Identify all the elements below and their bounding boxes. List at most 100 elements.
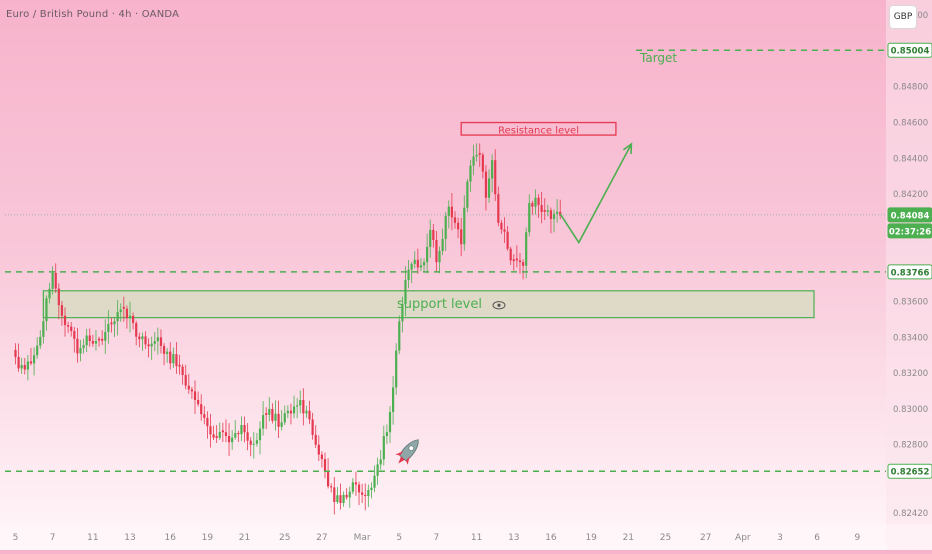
candle[interactable]: [76, 338, 79, 354]
candle[interactable]: [367, 489, 370, 497]
candle[interactable]: [178, 364, 181, 367]
candle[interactable]: [292, 406, 296, 414]
candle[interactable]: [125, 308, 129, 319]
candle[interactable]: [326, 471, 330, 487]
candle[interactable]: [14, 349, 17, 358]
candle[interactable]: [51, 272, 54, 289]
candle[interactable]: [57, 288, 60, 306]
candle[interactable]: [150, 343, 153, 347]
candle[interactable]: [240, 425, 243, 435]
candle[interactable]: [255, 440, 259, 444]
candle[interactable]: [543, 209, 546, 212]
candle[interactable]: [432, 229, 435, 241]
candle[interactable]: [426, 246, 429, 263]
candle[interactable]: [512, 259, 515, 262]
candle[interactable]: [283, 413, 286, 423]
candle[interactable]: [475, 154, 478, 157]
candle[interactable]: [246, 432, 249, 441]
candle[interactable]: [422, 262, 426, 266]
candle[interactable]: [416, 259, 419, 268]
candle[interactable]: [361, 492, 364, 495]
candle[interactable]: [268, 408, 271, 415]
candle[interactable]: [169, 351, 172, 364]
candle[interactable]: [132, 315, 135, 324]
candle[interactable]: [141, 336, 144, 340]
candle[interactable]: [128, 315, 132, 319]
candle[interactable]: [190, 389, 194, 392]
candle[interactable]: [42, 321, 45, 337]
candle[interactable]: [478, 152, 481, 155]
resistance-box[interactable]: [460, 121, 617, 136]
candle[interactable]: [379, 459, 382, 465]
candle[interactable]: [469, 165, 472, 182]
candle[interactable]: [224, 432, 228, 436]
candle[interactable]: [463, 207, 466, 245]
candle[interactable]: [518, 260, 522, 263]
candle[interactable]: [29, 361, 33, 364]
candle[interactable]: [450, 206, 453, 218]
candle[interactable]: [119, 309, 122, 313]
candle[interactable]: [453, 217, 457, 223]
candle[interactable]: [79, 348, 82, 354]
candle[interactable]: [500, 222, 503, 230]
candle[interactable]: [73, 331, 76, 339]
candle[interactable]: [48, 288, 51, 299]
candle[interactable]: [88, 335, 91, 341]
candle[interactable]: [345, 494, 348, 498]
candle[interactable]: [407, 269, 410, 281]
candle[interactable]: [166, 351, 169, 354]
candle[interactable]: [82, 345, 85, 349]
candle[interactable]: [376, 464, 379, 476]
candle[interactable]: [552, 213, 556, 220]
candle[interactable]: [138, 336, 141, 340]
candle[interactable]: [175, 354, 178, 366]
candle[interactable]: [156, 337, 159, 342]
candle[interactable]: [531, 203, 534, 207]
candle[interactable]: [410, 263, 413, 270]
candle[interactable]: [385, 432, 388, 437]
candle[interactable]: [388, 412, 392, 433]
candle[interactable]: [206, 417, 209, 427]
candle[interactable]: [286, 410, 289, 414]
candle[interactable]: [296, 405, 299, 407]
candle[interactable]: [506, 231, 509, 249]
candle[interactable]: [398, 321, 401, 351]
candle[interactable]: [305, 410, 308, 414]
candle[interactable]: [209, 426, 212, 435]
candle[interactable]: [113, 321, 116, 325]
candle[interactable]: [308, 410, 311, 420]
candle[interactable]: [413, 259, 416, 264]
candle[interactable]: [444, 215, 447, 239]
candle[interactable]: [262, 415, 265, 429]
candle[interactable]: [212, 434, 215, 438]
candle[interactable]: [339, 495, 342, 504]
candle[interactable]: [460, 229, 463, 245]
candle[interactable]: [197, 399, 200, 405]
candle[interactable]: [172, 354, 175, 364]
candle[interactable]: [348, 491, 351, 498]
candle[interactable]: [314, 434, 317, 445]
candle[interactable]: [17, 357, 20, 369]
candle[interactable]: [525, 232, 528, 266]
candle[interactable]: [370, 487, 373, 490]
candle[interactable]: [537, 197, 540, 206]
candle[interactable]: [509, 248, 512, 261]
candle[interactable]: [227, 435, 231, 443]
candle[interactable]: [153, 341, 156, 344]
candle[interactable]: [181, 366, 184, 376]
candle[interactable]: [221, 430, 224, 433]
candle[interactable]: [116, 312, 119, 322]
candle[interactable]: [373, 475, 376, 488]
candle[interactable]: [419, 265, 423, 268]
candle[interactable]: [333, 487, 336, 503]
candle[interactable]: [110, 322, 113, 325]
candle[interactable]: [265, 413, 268, 415]
candle[interactable]: [481, 154, 484, 172]
candle[interactable]: [63, 315, 67, 326]
candle[interactable]: [122, 306, 125, 309]
candle[interactable]: [104, 331, 107, 341]
candle[interactable]: [556, 211, 559, 214]
candle[interactable]: [484, 171, 488, 198]
